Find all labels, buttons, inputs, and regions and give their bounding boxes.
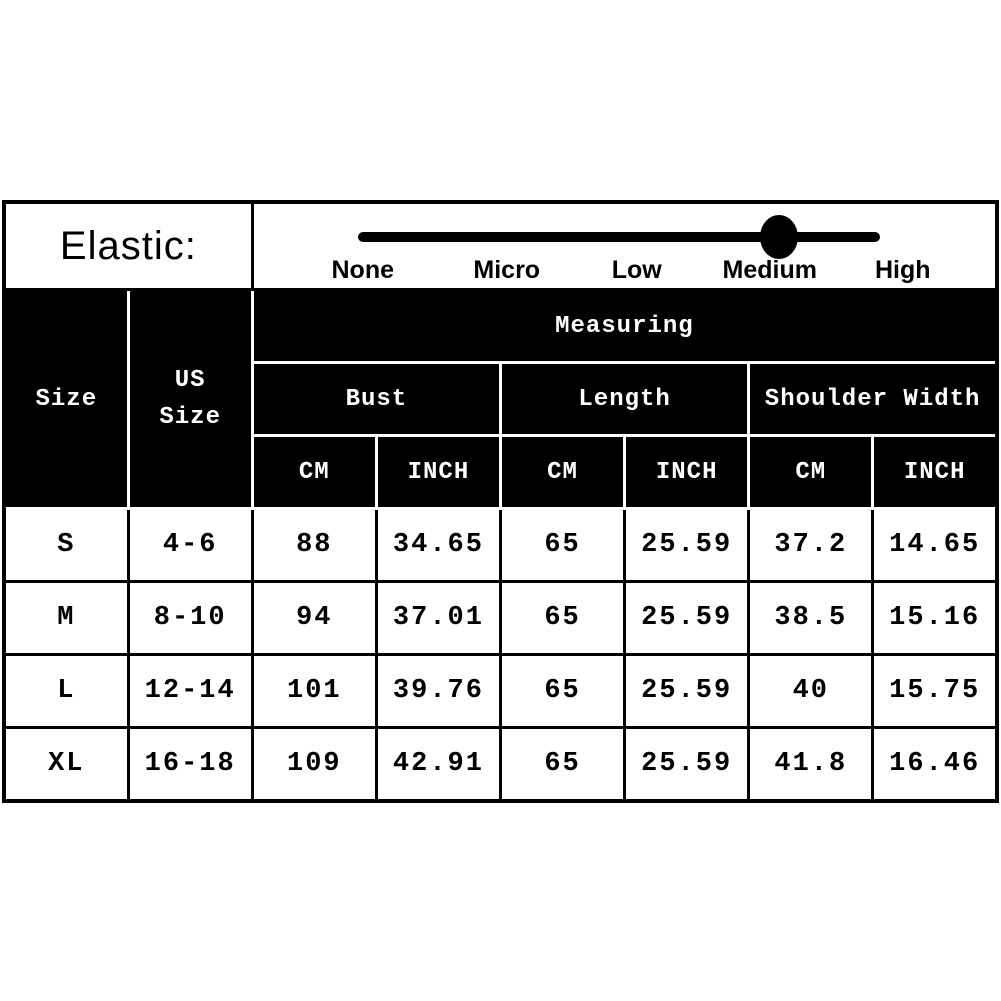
cell-bust-inch: 42.91 [374, 726, 503, 802]
header-length-cm: CM [498, 434, 627, 510]
cell-shoulder-inch: 16.46 [871, 726, 999, 802]
header-size: Size [2, 288, 130, 510]
cell-us-size: 4-6 [126, 507, 254, 583]
cell-shoulder-cm: 40 [747, 653, 875, 729]
slider-knob [759, 215, 798, 259]
elastic-label-cell: Elastic: [2, 200, 254, 291]
cell-shoulder-inch: 15.16 [871, 580, 999, 656]
slider-label-high: High [874, 256, 931, 284]
cell-size: XL [2, 726, 130, 802]
cell-length-cm: 65 [498, 653, 627, 729]
table-row-m: M 8-10 94 37.01 65 25.59 38.5 15.16 [2, 580, 999, 656]
header-us-size: US Size [126, 288, 254, 510]
slider-label-low: Low [611, 256, 662, 284]
cell-shoulder-cm: 41.8 [747, 726, 875, 802]
slider-track [357, 232, 880, 242]
cell-length-inch: 25.59 [623, 653, 751, 729]
header-shoulder-width: Shoulder Width [747, 361, 999, 437]
elastic-label: Elastic: [59, 223, 197, 268]
header-measuring: Measuring [250, 288, 999, 364]
table-row-xl: XL 16-18 109 42.91 65 25.59 41.8 16.46 [2, 726, 999, 802]
elastic-slider: None Micro Low Medium High [254, 204, 995, 288]
slider-label-medium: Medium [722, 256, 817, 284]
slider-label-none: None [331, 256, 395, 284]
cell-us-size: 12-14 [126, 653, 254, 729]
cell-length-inch: 25.59 [623, 726, 751, 802]
header-length-inch: INCH [623, 434, 751, 510]
header-shoulder-cm: CM [747, 434, 875, 510]
cell-length-inch: 25.59 [623, 507, 751, 583]
elastic-slider-cell: None Micro Low Medium High [250, 200, 999, 291]
cell-shoulder-cm: 38.5 [747, 580, 875, 656]
cell-size: L [2, 653, 130, 729]
cell-bust-cm: 88 [250, 507, 378, 583]
size-chart-table: Elastic: None Micro Low Medium High Size… [2, 200, 999, 803]
cell-bust-cm: 94 [250, 580, 378, 656]
cell-size: M [2, 580, 130, 656]
cell-shoulder-cm: 37.2 [747, 507, 875, 583]
header-bust-inch: INCH [374, 434, 503, 510]
cell-size: S [2, 507, 130, 583]
cell-us-size: 8-10 [126, 580, 254, 656]
cell-length-cm: 65 [498, 726, 627, 802]
cell-length-inch: 25.59 [623, 580, 751, 656]
cell-us-size: 16-18 [126, 726, 254, 802]
header-bust: Bust [250, 361, 503, 437]
cell-bust-cm: 109 [250, 726, 378, 802]
cell-length-cm: 65 [498, 580, 627, 656]
header-bust-cm: CM [250, 434, 378, 510]
cell-shoulder-inch: 15.75 [871, 653, 999, 729]
table-row-s: S 4-6 88 34.65 65 25.59 37.2 14.65 [2, 507, 999, 583]
cell-shoulder-inch: 14.65 [871, 507, 999, 583]
cell-bust-inch: 34.65 [374, 507, 503, 583]
cell-length-cm: 65 [498, 507, 627, 583]
slider-label-micro: Micro [473, 256, 541, 284]
cell-bust-inch: 39.76 [374, 653, 503, 729]
cell-bust-cm: 101 [250, 653, 378, 729]
table-row-l: L 12-14 101 39.76 65 25.59 40 15.75 [2, 653, 999, 729]
cell-bust-inch: 37.01 [374, 580, 503, 656]
header-shoulder-inch: INCH [871, 434, 999, 510]
header-length: Length [498, 361, 751, 437]
